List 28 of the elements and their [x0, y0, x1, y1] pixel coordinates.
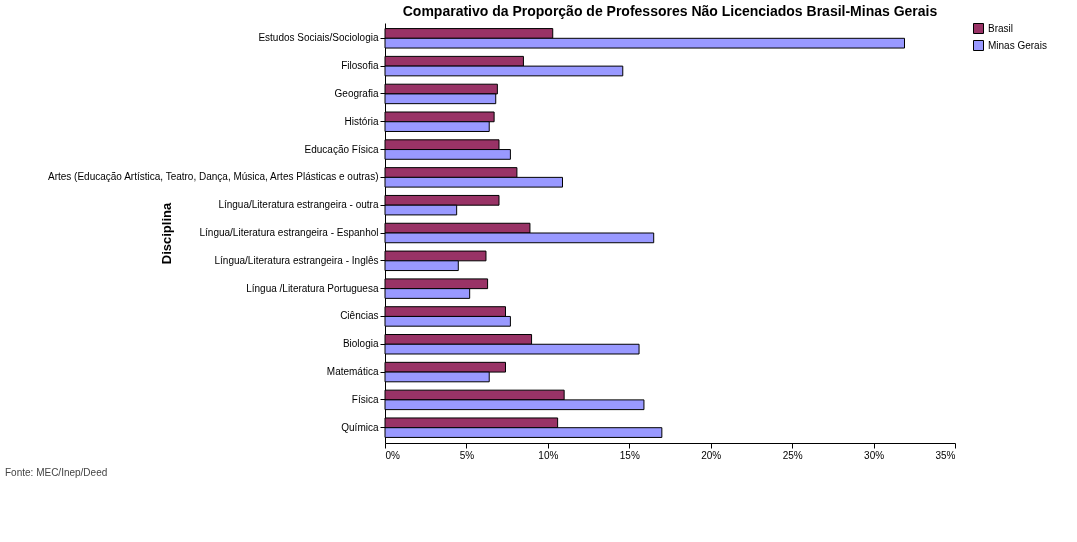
y-tick-label: Ciências	[340, 310, 379, 322]
x-tick-label: 10%	[538, 449, 559, 461]
y-tick-label: Língua/Literatura estrangeira - Inglês	[214, 254, 379, 266]
y-tick-label: Matemática	[326, 366, 379, 378]
y-tick-label: Química	[341, 421, 379, 433]
y-tick-label: Artes (Educação Artística, Teatro, Dança, Música, Artes Plásticas e outras)	[47, 171, 379, 183]
y-tick-label: Geografia	[334, 87, 379, 99]
x-tick-label: 30%	[864, 449, 885, 461]
source-note: Fonte: MEC/Inep/Deed	[5, 467, 108, 478]
x-tick-label: 25%	[782, 449, 803, 461]
x-tick-label: 35%	[935, 449, 956, 461]
legend-label: Brasil	[988, 22, 1014, 34]
y-tick-label: Biologia	[342, 338, 379, 350]
y-tick-label: História	[344, 115, 379, 127]
x-tick-label: 20%	[701, 449, 722, 461]
x-tick-label: 5%	[459, 449, 475, 461]
x-tick-label: 0%	[385, 449, 401, 461]
x-tick-label: 15%	[619, 449, 640, 461]
legend-label: Minas Gerais	[988, 39, 1047, 51]
chart-title: Comparativo da Proporção de Professores Não Licenciados Brasil-Minas Gerais	[402, 3, 938, 19]
y-tick-label: Língua/Literatura estrangeira - outra	[218, 199, 379, 211]
y-tick-label: Filosofia	[341, 60, 379, 72]
y-tick-label: Língua/Literatura estrangeira - Espanhol	[199, 227, 379, 238]
y-tick-label: Língua /Literatura Portuguesa	[246, 282, 379, 294]
y-tick-label: Educação Física	[304, 143, 379, 155]
y-tick-label: Estudos Sociais/Sociologia	[258, 32, 379, 44]
y-tick-label: Física	[351, 393, 379, 405]
y-axis-title: Disciplina	[158, 202, 174, 265]
